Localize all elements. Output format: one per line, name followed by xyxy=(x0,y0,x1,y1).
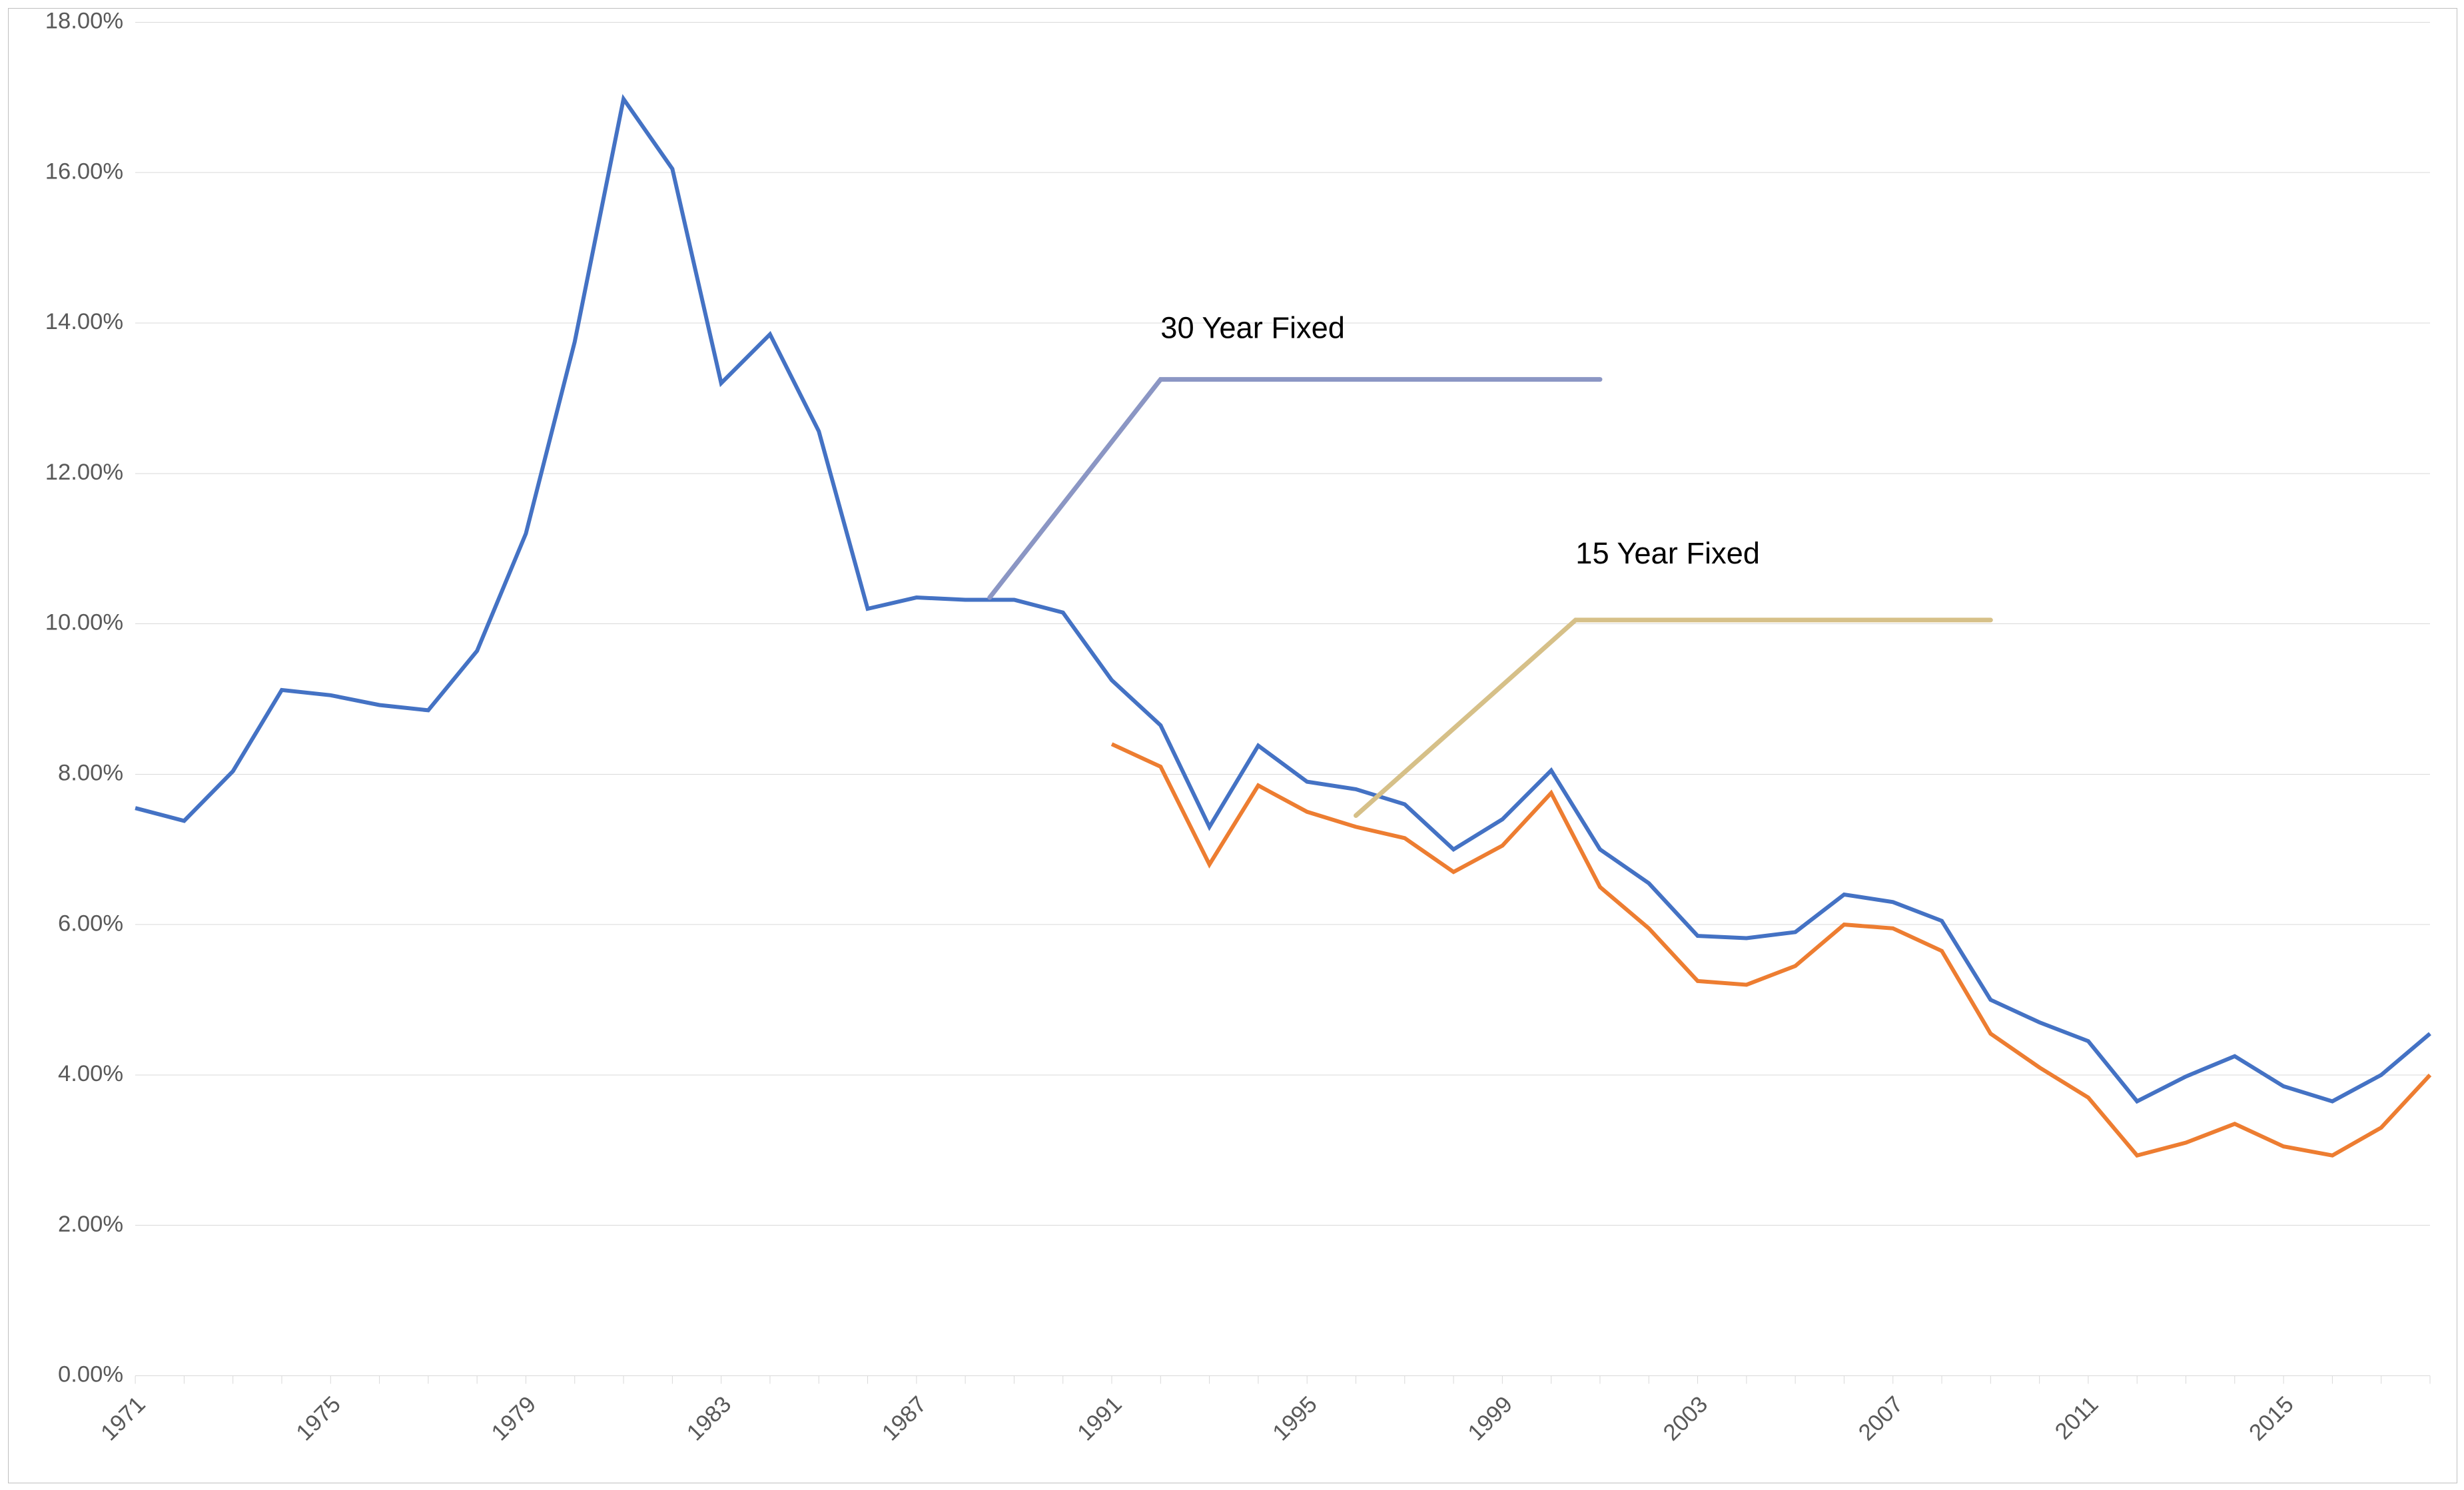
anno-15yr-leader xyxy=(1356,620,1990,816)
x-axis-label-group: 1971 xyxy=(96,1391,150,1445)
x-axis-label-group: 1983 xyxy=(682,1391,736,1445)
y-axis-label: 0.00% xyxy=(58,1362,123,1387)
x-axis-label: 1975 xyxy=(292,1391,346,1445)
x-axis-label: 1987 xyxy=(877,1391,931,1445)
x-axis-label-group: 1995 xyxy=(1268,1391,1322,1445)
x-axis-label-group: 2007 xyxy=(1854,1391,1908,1445)
x-axis-label: 1971 xyxy=(96,1391,150,1445)
x-axis-label: 2007 xyxy=(1854,1391,1908,1445)
y-axis-label: 12.00% xyxy=(45,460,123,485)
y-axis-label: 16.00% xyxy=(45,159,123,184)
y-axis-label: 6.00% xyxy=(58,911,123,936)
x-axis-label: 1979 xyxy=(487,1391,541,1445)
series-15-year-fixed xyxy=(1112,744,2430,1156)
x-axis-label: 1983 xyxy=(682,1391,736,1445)
x-axis-label-group: 2015 xyxy=(2244,1391,2298,1445)
chart-container: 0.00% 2.00% 4.00% 6.00% 8.00% 10.00% 12.00% 14.… xyxy=(0,0,2464,1490)
x-axis-label: 1991 xyxy=(1072,1391,1126,1445)
line-chart: 0.00% 2.00% 4.00% 6.00% 8.00% 10.00% 12.00% 14.… xyxy=(9,9,2457,1483)
x-axis-label-group: 1999 xyxy=(1463,1391,1517,1445)
x-axis-label-group: 1991 xyxy=(1072,1391,1126,1445)
y-axis-label: 14.00% xyxy=(45,309,123,334)
x-axis-label: 1995 xyxy=(1268,1391,1322,1445)
x-axis-label-group: 1975 xyxy=(292,1391,346,1445)
x-axis-label: 2015 xyxy=(2244,1391,2298,1445)
x-axis-label-group: 1979 xyxy=(487,1391,541,1445)
y-axis-label: 8.00% xyxy=(58,760,123,785)
x-axis-label: 1999 xyxy=(1463,1391,1517,1445)
anno-30yr-leader xyxy=(990,380,1600,597)
x-axis-label: 2003 xyxy=(1659,1391,1713,1445)
x-axis-label-group: 1987 xyxy=(877,1391,931,1445)
x-axis-label-group: 2003 xyxy=(1659,1391,1713,1445)
y-axis-label: 10.00% xyxy=(45,610,123,635)
y-axis-label: 2.00% xyxy=(58,1212,123,1237)
anno-30yr-label: 30 Year Fixed xyxy=(1160,311,1345,345)
series-30-year-fixed xyxy=(135,99,2430,1102)
y-axis-label: 18.00% xyxy=(45,9,123,34)
chart-border: 0.00% 2.00% 4.00% 6.00% 8.00% 10.00% 12.00% 14.… xyxy=(8,8,2457,1483)
y-axis-label: 4.00% xyxy=(58,1061,123,1086)
anno-15yr-label: 15 Year Fixed xyxy=(1575,536,1760,570)
x-axis-label: 2011 xyxy=(2050,1391,2103,1444)
x-axis-label-group: 2011 xyxy=(2050,1391,2103,1444)
